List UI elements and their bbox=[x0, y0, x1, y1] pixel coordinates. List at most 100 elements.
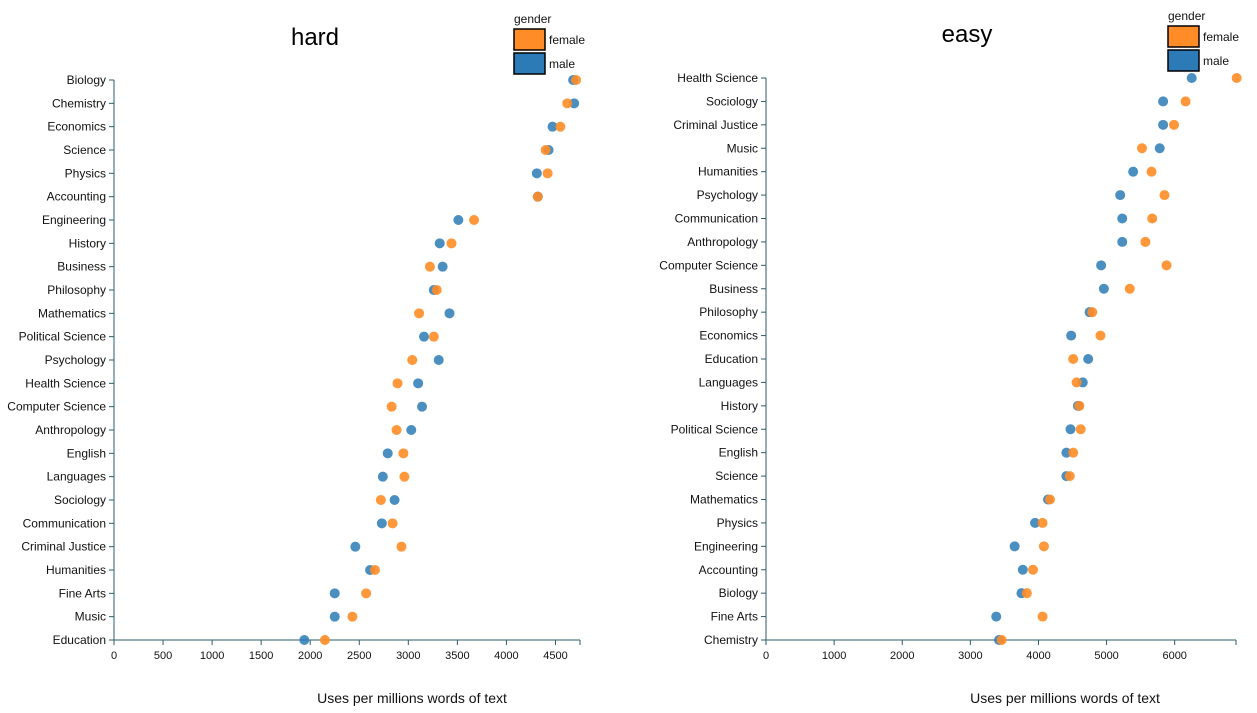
x-tick-label: 3500 bbox=[445, 650, 469, 662]
legend-swatch-male bbox=[1167, 49, 1200, 72]
x-tick-label: 6000 bbox=[1162, 650, 1186, 662]
point-male bbox=[434, 238, 445, 249]
point-male bbox=[382, 448, 393, 459]
category-label: Health Science bbox=[25, 376, 106, 390]
legend-swatch-male bbox=[513, 52, 546, 75]
category-label: Computer Science bbox=[7, 400, 106, 414]
category-label: Education bbox=[53, 633, 106, 647]
chart-panel-easy: easy Health Science Sociology Criminal Just… bbox=[659, 9, 1242, 706]
point-female bbox=[532, 191, 543, 202]
category-label: Education bbox=[705, 352, 758, 366]
point-female bbox=[1075, 424, 1086, 435]
category-label: Physics bbox=[65, 166, 106, 180]
x-tick-label: 3000 bbox=[958, 650, 982, 662]
category-label: Accounting bbox=[699, 563, 758, 577]
point-male bbox=[1158, 119, 1169, 130]
point-female bbox=[1159, 190, 1170, 201]
x-tick-label: 2000 bbox=[890, 650, 914, 662]
point-male bbox=[377, 471, 388, 482]
category-label: Music bbox=[727, 141, 758, 155]
point-female bbox=[469, 215, 480, 225]
legend-label-male: male bbox=[1203, 54, 1229, 68]
category-label: Biology bbox=[719, 586, 758, 600]
point-male bbox=[531, 168, 542, 179]
point-female bbox=[391, 425, 402, 435]
point-female bbox=[414, 308, 425, 319]
point-female bbox=[1124, 283, 1135, 294]
point-female bbox=[424, 261, 435, 272]
x-tick-label: 500 bbox=[154, 650, 172, 662]
point-female bbox=[571, 75, 582, 85]
category-label: Chemistry bbox=[704, 633, 758, 647]
category-label: Accounting bbox=[47, 190, 106, 204]
point-male bbox=[376, 518, 387, 529]
point-female bbox=[1021, 588, 1032, 599]
point-male bbox=[1115, 190, 1126, 201]
point-female bbox=[562, 98, 573, 109]
category-label: Criminal Justice bbox=[673, 118, 758, 132]
point-female bbox=[1037, 611, 1048, 622]
legend-label-female: female bbox=[549, 33, 585, 47]
chart-title: hard bbox=[291, 24, 339, 51]
point-male bbox=[1098, 283, 1109, 294]
point-female bbox=[996, 635, 1007, 645]
category-label: History bbox=[69, 236, 106, 250]
point-male bbox=[1009, 541, 1020, 552]
point-female bbox=[1087, 307, 1098, 318]
point-female bbox=[398, 448, 409, 459]
category-label: Languages bbox=[47, 470, 106, 484]
x-tick-label: 0 bbox=[111, 650, 117, 662]
x-tick-label: 4500 bbox=[543, 650, 567, 662]
point-female bbox=[428, 331, 439, 342]
x-axis-title: Uses per millions words of text bbox=[317, 690, 507, 706]
point-female bbox=[1071, 377, 1082, 388]
category-label: Psychology bbox=[697, 188, 758, 202]
point-male bbox=[1030, 517, 1041, 528]
point-male bbox=[1096, 260, 1107, 271]
point-female bbox=[347, 611, 358, 622]
legend-label-female: female bbox=[1203, 30, 1239, 44]
legend-title: gender bbox=[514, 12, 551, 26]
point-male bbox=[1128, 166, 1139, 177]
point-female bbox=[542, 168, 553, 179]
point-male bbox=[1083, 354, 1094, 364]
point-female bbox=[1074, 400, 1085, 411]
x-tick-label: 1000 bbox=[200, 650, 224, 662]
point-female bbox=[555, 121, 566, 132]
point-female bbox=[1095, 330, 1106, 341]
point-female bbox=[1161, 260, 1172, 271]
point-male bbox=[406, 425, 417, 435]
point-male bbox=[417, 401, 428, 412]
category-label: Fine Arts bbox=[59, 586, 106, 600]
point-female bbox=[1064, 471, 1075, 482]
point-male bbox=[389, 495, 400, 505]
category-label: Communication bbox=[675, 212, 758, 226]
x-tick-label: 5000 bbox=[1094, 650, 1118, 662]
legend-title: gender bbox=[1168, 9, 1205, 23]
category-label: Mathematics bbox=[38, 306, 106, 320]
point-female bbox=[392, 378, 403, 389]
point-female bbox=[1068, 447, 1079, 458]
category-label: Criminal Justice bbox=[21, 540, 106, 554]
point-female bbox=[1169, 119, 1180, 130]
point-male bbox=[1017, 564, 1028, 575]
legend-swatch-female bbox=[1167, 25, 1200, 48]
x-tick-label: 1000 bbox=[822, 650, 846, 662]
point-female bbox=[1147, 213, 1158, 224]
point-female bbox=[399, 471, 410, 482]
category-label: Anthropology bbox=[35, 423, 106, 437]
x-tick-label: 0 bbox=[763, 650, 769, 662]
point-male bbox=[569, 98, 580, 109]
point-female bbox=[375, 495, 386, 505]
category-label: Computer Science bbox=[659, 258, 758, 272]
point-female bbox=[407, 355, 418, 365]
point-female bbox=[369, 565, 380, 575]
point-female bbox=[1137, 143, 1147, 154]
category-label: Science bbox=[63, 143, 106, 157]
category-label: Anthropology bbox=[687, 235, 758, 249]
point-female bbox=[1231, 73, 1242, 83]
category-label: Humanities bbox=[698, 165, 758, 179]
point-male bbox=[1117, 236, 1128, 247]
category-label: Philosophy bbox=[47, 283, 106, 297]
